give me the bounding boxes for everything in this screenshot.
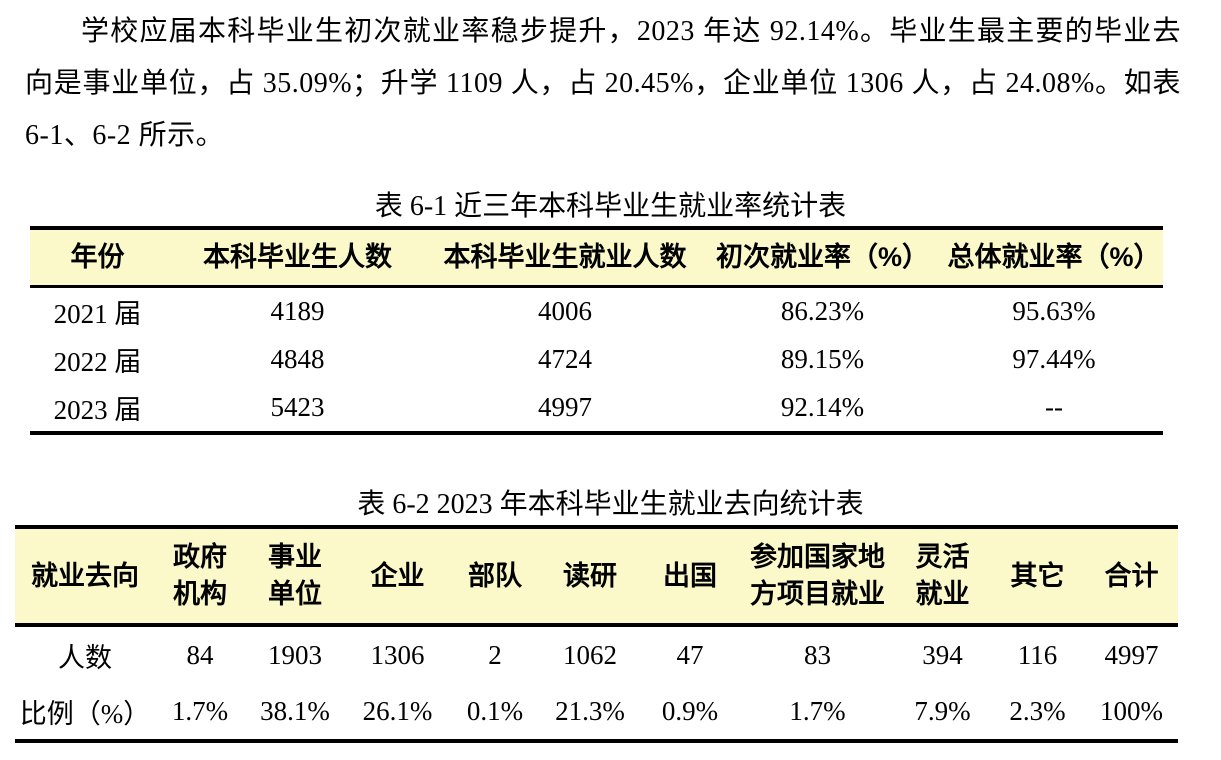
table2-title: 表 6-2 2023 年本科毕业生就业去向统计表: [357, 489, 864, 520]
column-header: 企业: [345, 525, 450, 627]
cell-value: 92.14%: [700, 384, 945, 435]
column-header: 灵活 就业: [895, 525, 990, 627]
cell-value: 4006: [538, 295, 592, 326]
cell-value: 1.7%: [155, 683, 245, 743]
cell-value: 2.3%: [990, 683, 1085, 743]
table1-employment-rate-table: 年份 本科毕业生人数 本科毕业生就业人数 初次就业率（%） 总体就业率（%） 2021 …: [30, 226, 1163, 435]
column-header: 部队: [450, 525, 540, 627]
column-header: 事业 单位: [245, 525, 345, 627]
table-row: 比例（%） 1.7% 38.1% 26.1% 0.1% 21.3% 0.9% 1.7% 7.9%…: [15, 683, 1178, 743]
column-header: 合计: [1085, 525, 1178, 627]
table1-body: 2021 届 4189 4006 86.23% 95.63% 2022 届 4848 4724…: [30, 286, 1163, 435]
document-page: 学校应届本科毕业生初次就业率稳步提升，2023 年达 92.14%。毕业生最主要…: [0, 6, 1221, 760]
cell-value: 116: [1017, 639, 1058, 670]
column-header: 本科毕业生就业人数: [430, 226, 700, 288]
cell-value: 100%: [1085, 683, 1178, 743]
cell-value: 1062: [563, 639, 617, 670]
cell-value: 5423: [165, 384, 430, 435]
cell-value: 47: [676, 639, 704, 670]
cell-value: 394: [922, 639, 963, 670]
row-label: 人数: [58, 642, 112, 673]
table2-destination-table: 就业去向 政府 机构 事业 单位 企业 部队 读研 出国 参加国家地 方项目就业 灵活 就业 其它…: [15, 525, 1178, 743]
cell-value: 4189: [270, 295, 325, 326]
table1-header-row: 年份 本科毕业生人数 本科毕业生就业人数 初次就业率（%） 总体就业率（%）: [30, 226, 1163, 288]
table2-header-row: 就业去向 政府 机构 事业 单位 企业 部队 读研 出国 参加国家地 方项目就业 灵活 就业 其它…: [15, 525, 1178, 627]
column-header: 初次就业率（%）: [700, 226, 945, 288]
cell-value: 97.44%: [1012, 344, 1096, 374]
row-label: 2023 届: [30, 384, 165, 435]
cell-value: 4848: [270, 344, 325, 374]
intro-paragraph: 学校应届本科毕业生初次就业率稳步提升，2023 年达 92.14%。毕业生最主要…: [25, 16, 1181, 151]
row-label: 比例（%）: [15, 683, 155, 743]
table-row: 人数 84 1903 1306 2 1062 47 83 394 116 4997: [15, 625, 1178, 683]
column-header: 本科毕业生人数: [165, 226, 430, 288]
column-header: 年份: [30, 226, 165, 288]
column-header: 就业去向: [15, 525, 155, 627]
cell-value: 95.63%: [1012, 295, 1096, 326]
cell-value: 83: [804, 639, 831, 670]
cell-value: 26.1%: [345, 683, 450, 743]
cell-value: 1.7%: [740, 683, 895, 743]
table-row: 2022 届 4848 4724 89.15% 97.44%: [30, 335, 1163, 384]
row-label: 2022 届: [53, 347, 142, 377]
cell-value: 89.15%: [780, 344, 865, 374]
cell-value: 1306: [370, 639, 425, 670]
column-header: 政府 机构: [155, 525, 245, 627]
cell-value: 0.1%: [450, 683, 540, 743]
cell-value: 4724: [538, 344, 592, 374]
column-header: 出国: [640, 525, 740, 627]
cell-value: 21.3%: [540, 683, 640, 743]
cell-value: 4997: [1104, 639, 1159, 670]
cell-value: --: [945, 384, 1163, 435]
column-header: 总体就业率（%）: [945, 226, 1163, 288]
cell-value: 84: [186, 639, 214, 670]
cell-value: 2: [488, 639, 502, 670]
cell-value: 38.1%: [245, 683, 345, 743]
cell-value: 86.23%: [780, 295, 865, 326]
cell-value: 4997: [430, 384, 700, 435]
cell-value: 7.9%: [895, 683, 990, 743]
table1-title: 表 6-1 近三年本科毕业生就业率统计表: [374, 191, 847, 222]
table-row: 2023 届 5423 4997 92.14% --: [30, 384, 1163, 435]
cell-value: 0.9%: [640, 683, 740, 743]
table2-body: 人数 84 1903 1306 2 1062 47 83 394 116 4997 比例（%） 1.7%…: [15, 625, 1178, 743]
column-header: 其它: [990, 525, 1085, 627]
column-header: 读研: [540, 525, 640, 627]
column-header: 参加国家地 方项目就业: [740, 525, 895, 627]
table-row: 2021 届 4189 4006 86.23% 95.63%: [30, 286, 1163, 335]
row-label: 2021 届: [53, 298, 142, 329]
cell-value: 1903: [268, 639, 322, 670]
